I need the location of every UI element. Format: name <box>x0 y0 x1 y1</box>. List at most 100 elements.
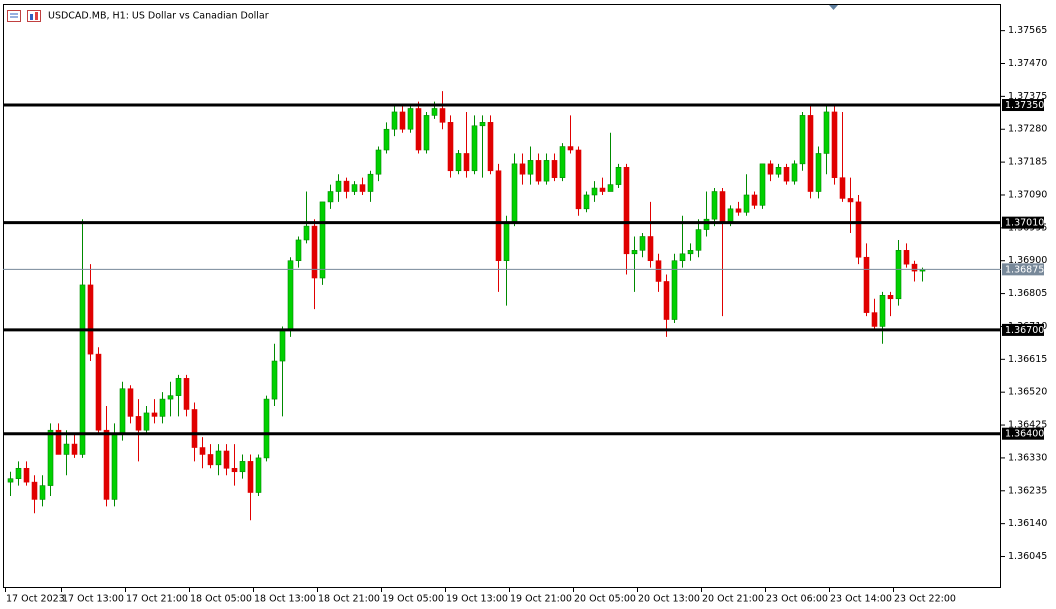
candle-body <box>759 163 766 206</box>
candle-body <box>279 329 286 362</box>
candle-body <box>647 236 654 262</box>
candle-body <box>911 263 918 272</box>
candle-body <box>783 166 790 182</box>
y-tick-label: 1.36520 <box>1008 387 1047 398</box>
candle-body <box>479 122 486 127</box>
candle-body <box>767 163 774 175</box>
candle-body <box>55 429 62 455</box>
candle-body <box>343 180 350 192</box>
candle-body <box>543 160 550 182</box>
candle-body <box>631 250 638 255</box>
candle-body <box>367 173 374 192</box>
candle-body <box>863 256 870 313</box>
candle-body <box>287 260 294 331</box>
candle-body <box>887 295 894 300</box>
candle-body <box>87 284 94 355</box>
icon <box>27 10 41 22</box>
chart-title: USDCAD.MB, H1: US Dollar vs Canadian Dol… <box>48 11 269 22</box>
candle-body <box>879 295 886 327</box>
candle-body <box>263 398 270 459</box>
candle-body <box>791 163 798 182</box>
candle-body <box>39 485 46 500</box>
candle-body <box>743 194 750 213</box>
x-tick-label: 19 Oct 21:00 <box>510 594 572 605</box>
x-tick-label: 20 Oct 21:00 <box>702 594 764 605</box>
candle-body <box>455 153 462 172</box>
y-tick-label: 1.37470 <box>1008 58 1047 69</box>
candle-body <box>175 378 182 396</box>
candle-body <box>599 187 606 192</box>
y-tick-label: 1.37090 <box>1008 189 1047 200</box>
candle-body <box>839 177 846 199</box>
candle-body <box>679 253 686 262</box>
candle-body <box>799 115 806 165</box>
candle-body <box>223 450 230 469</box>
candle-body <box>215 450 222 466</box>
candle-body <box>7 478 14 483</box>
candle-body <box>47 429 54 486</box>
candle-body <box>159 398 166 417</box>
candle-body <box>63 443 70 455</box>
candle-body <box>535 160 542 182</box>
candle-body <box>495 170 502 262</box>
candle-body <box>119 388 126 434</box>
candle-body <box>375 149 382 175</box>
candle-body <box>359 184 366 192</box>
candle-body <box>815 153 822 192</box>
candle-body <box>751 194 758 206</box>
candle-body <box>567 146 574 151</box>
x-tick-label: 20 Oct 05:00 <box>574 594 636 605</box>
candle-body <box>327 191 334 203</box>
x-tick-label: 20 Oct 13:00 <box>638 594 700 605</box>
candle-body <box>399 111 406 130</box>
candle-body <box>95 353 102 431</box>
candle-body <box>607 184 614 192</box>
x-tick-label: 18 Oct 05:00 <box>190 594 252 605</box>
candle-body <box>687 250 694 255</box>
candle-body <box>551 160 558 178</box>
y-tick-label: 1.37185 <box>1008 157 1047 168</box>
icon <box>7 10 21 22</box>
candle-body <box>463 153 470 172</box>
candle-body <box>583 194 590 210</box>
y-tick-label: 1.37565 <box>1008 25 1047 36</box>
candle-body <box>79 284 86 455</box>
candle-body <box>231 467 238 473</box>
candle-body <box>15 467 22 479</box>
x-tick-label: 19 Oct 13:00 <box>446 594 508 605</box>
candle-body <box>703 218 710 230</box>
level-label: 1.37010 <box>1005 218 1044 229</box>
candle-body <box>671 260 678 320</box>
candle-body <box>255 457 262 493</box>
plot-frame <box>3 4 1001 588</box>
candle-body <box>199 447 206 455</box>
y-tick-label: 1.36615 <box>1008 354 1047 365</box>
candle-body <box>623 166 630 255</box>
candle-body <box>23 467 30 483</box>
y-tick-label: 1.36425 <box>1008 420 1047 431</box>
level-label-box <box>1002 323 1044 336</box>
y-tick-label: 1.37280 <box>1008 124 1047 135</box>
x-tick-label: 19 Oct 05:00 <box>382 594 444 605</box>
icon-bar <box>35 12 38 20</box>
candle-body <box>575 149 582 210</box>
candle-body <box>655 260 662 282</box>
y-tick-label: 1.36045 <box>1008 551 1047 562</box>
candle-body <box>735 208 742 213</box>
candle-body <box>167 395 174 400</box>
candle-body <box>135 416 142 431</box>
candle-body <box>351 184 358 192</box>
shift-marker <box>829 5 838 10</box>
candle-body <box>183 378 190 410</box>
bid-label-box <box>1002 263 1044 276</box>
candle-body <box>831 111 838 178</box>
candle-body <box>823 111 830 154</box>
candle-body <box>439 108 446 123</box>
candle-body <box>335 180 342 192</box>
candle-body <box>519 163 526 175</box>
candle-body <box>847 198 854 203</box>
candle-body <box>31 481 38 500</box>
